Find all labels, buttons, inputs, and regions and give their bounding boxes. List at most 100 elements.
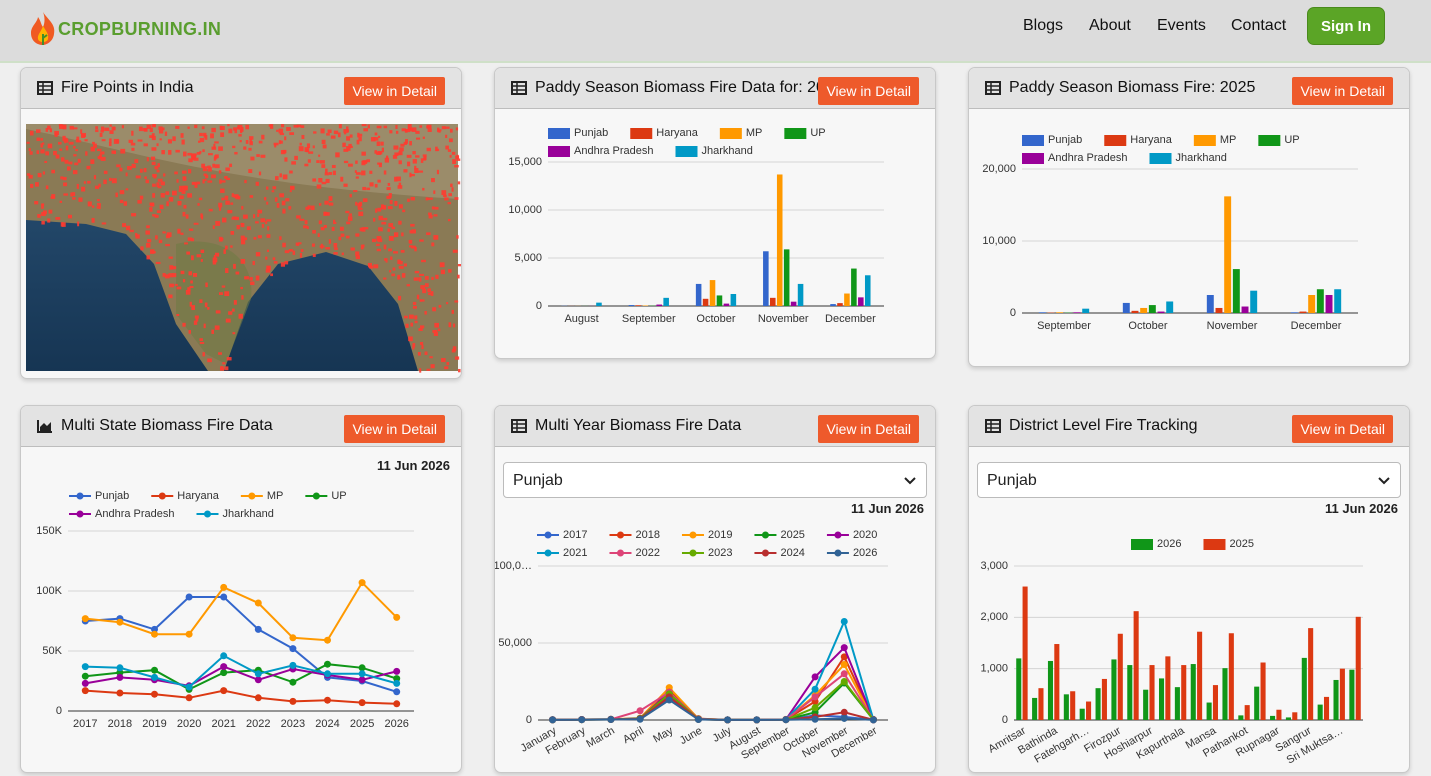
legend-label: 2026 <box>853 547 877 559</box>
x-tick-label: June <box>678 725 705 747</box>
fire-dot <box>376 248 381 252</box>
fire-dot <box>400 249 405 253</box>
fire-dot <box>215 220 221 226</box>
fire-dot <box>149 207 153 212</box>
fire-dot <box>426 232 431 236</box>
view-detail-button[interactable]: View in Detail <box>1292 77 1393 105</box>
fire-dot <box>348 213 352 216</box>
fire-dot <box>422 154 427 157</box>
x-tick-label: October <box>696 313 735 325</box>
fire-dot <box>355 201 358 206</box>
fire-dot <box>349 134 353 138</box>
view-detail-button[interactable]: View in Detail <box>818 77 919 105</box>
state-select[interactable]: Punjab <box>503 462 927 498</box>
x-tick-label: 2017 <box>73 718 97 730</box>
legend-label: Haryana <box>177 490 219 502</box>
fire-dot <box>135 234 140 239</box>
fire-dot <box>276 203 280 208</box>
fire-dot <box>187 237 193 241</box>
legend-dot <box>616 549 624 557</box>
fire-dot <box>299 252 303 258</box>
fire-dot <box>158 126 163 130</box>
logo[interactable]: CROPBURNING.IN <box>58 19 222 39</box>
fire-dot <box>359 227 364 232</box>
nav-link[interactable]: About <box>1089 17 1131 34</box>
fire-dot <box>419 341 424 345</box>
legend-label: 2020 <box>853 529 877 541</box>
fire-dot <box>319 160 325 164</box>
legend-label: Punjab <box>574 127 608 139</box>
legend-dot <box>834 549 842 557</box>
fire-dot <box>120 148 126 154</box>
bar <box>1133 611 1139 720</box>
nav-link[interactable]: Events <box>1157 17 1206 34</box>
fire-dot <box>230 245 233 248</box>
fire-dot <box>135 175 141 179</box>
fire-dot <box>68 161 73 165</box>
fire-dot <box>83 181 86 184</box>
fire-dot <box>200 249 205 254</box>
nav-link[interactable]: Blogs <box>1023 17 1064 34</box>
fire-dot <box>389 270 392 273</box>
view-detail-button[interactable]: View in Detail <box>1292 415 1393 443</box>
fire-dot <box>70 192 73 197</box>
fire-dot <box>207 180 213 183</box>
fire-dot <box>454 356 460 360</box>
bar <box>1127 665 1133 720</box>
card-title: Paddy Season Biomass Fire: 2025 <box>1009 79 1256 96</box>
fire-dot <box>408 336 413 342</box>
y-tick-label: 1,000 <box>980 663 1008 675</box>
point <box>636 707 644 715</box>
fire-dot <box>145 179 149 184</box>
fire-dot <box>156 182 160 188</box>
fire-dot <box>426 147 431 152</box>
fire-dot <box>214 164 220 169</box>
fire-dot <box>109 130 114 134</box>
fire-dot <box>453 323 456 328</box>
bar <box>1038 312 1046 313</box>
fire-dot <box>333 222 337 225</box>
fire-dot <box>199 138 205 143</box>
fire-dot <box>448 193 452 197</box>
fire-dot <box>390 256 393 260</box>
fire-dot <box>341 252 344 256</box>
view-detail-button[interactable]: View in Detail <box>344 77 445 105</box>
point <box>185 593 193 601</box>
fire-dot <box>266 201 269 205</box>
sign-in-button[interactable]: Sign In <box>1307 7 1385 45</box>
fire-dot <box>457 274 460 279</box>
select-chevron <box>1378 477 1390 485</box>
point <box>393 688 401 696</box>
fire-dot <box>59 124 65 130</box>
fire-dot <box>321 181 327 185</box>
fire-dot <box>96 203 101 206</box>
state-select[interactable]: Punjab <box>977 462 1401 498</box>
fire-dot <box>393 145 399 150</box>
fire-dot <box>433 190 436 194</box>
icon-part <box>985 81 1001 95</box>
fire-dot <box>221 197 225 201</box>
fire-dot <box>163 173 166 177</box>
fire-dot <box>397 277 401 280</box>
bar <box>1222 668 1228 720</box>
fire-dot <box>187 152 192 156</box>
fire-dot <box>220 180 226 183</box>
fire-dot <box>450 183 453 188</box>
fire-dot <box>223 249 226 254</box>
card-title: Multi Year Biomass Fire Data <box>535 417 742 434</box>
fire-dot <box>241 295 244 300</box>
fire-dot <box>433 214 438 217</box>
fire-dot <box>249 136 254 140</box>
point <box>116 664 124 672</box>
view-detail-button[interactable]: View in Detail <box>344 415 445 443</box>
legend-label: UP <box>1284 134 1299 146</box>
fire-dot <box>280 262 286 267</box>
bar <box>1206 702 1212 720</box>
fire-dot <box>101 126 105 132</box>
fire-dot <box>37 172 42 178</box>
fire-dot <box>168 273 174 278</box>
bar <box>1047 660 1054 720</box>
point <box>393 700 401 708</box>
view-detail-button[interactable]: View in Detail <box>818 415 919 443</box>
nav-link[interactable]: Contact <box>1231 17 1287 34</box>
